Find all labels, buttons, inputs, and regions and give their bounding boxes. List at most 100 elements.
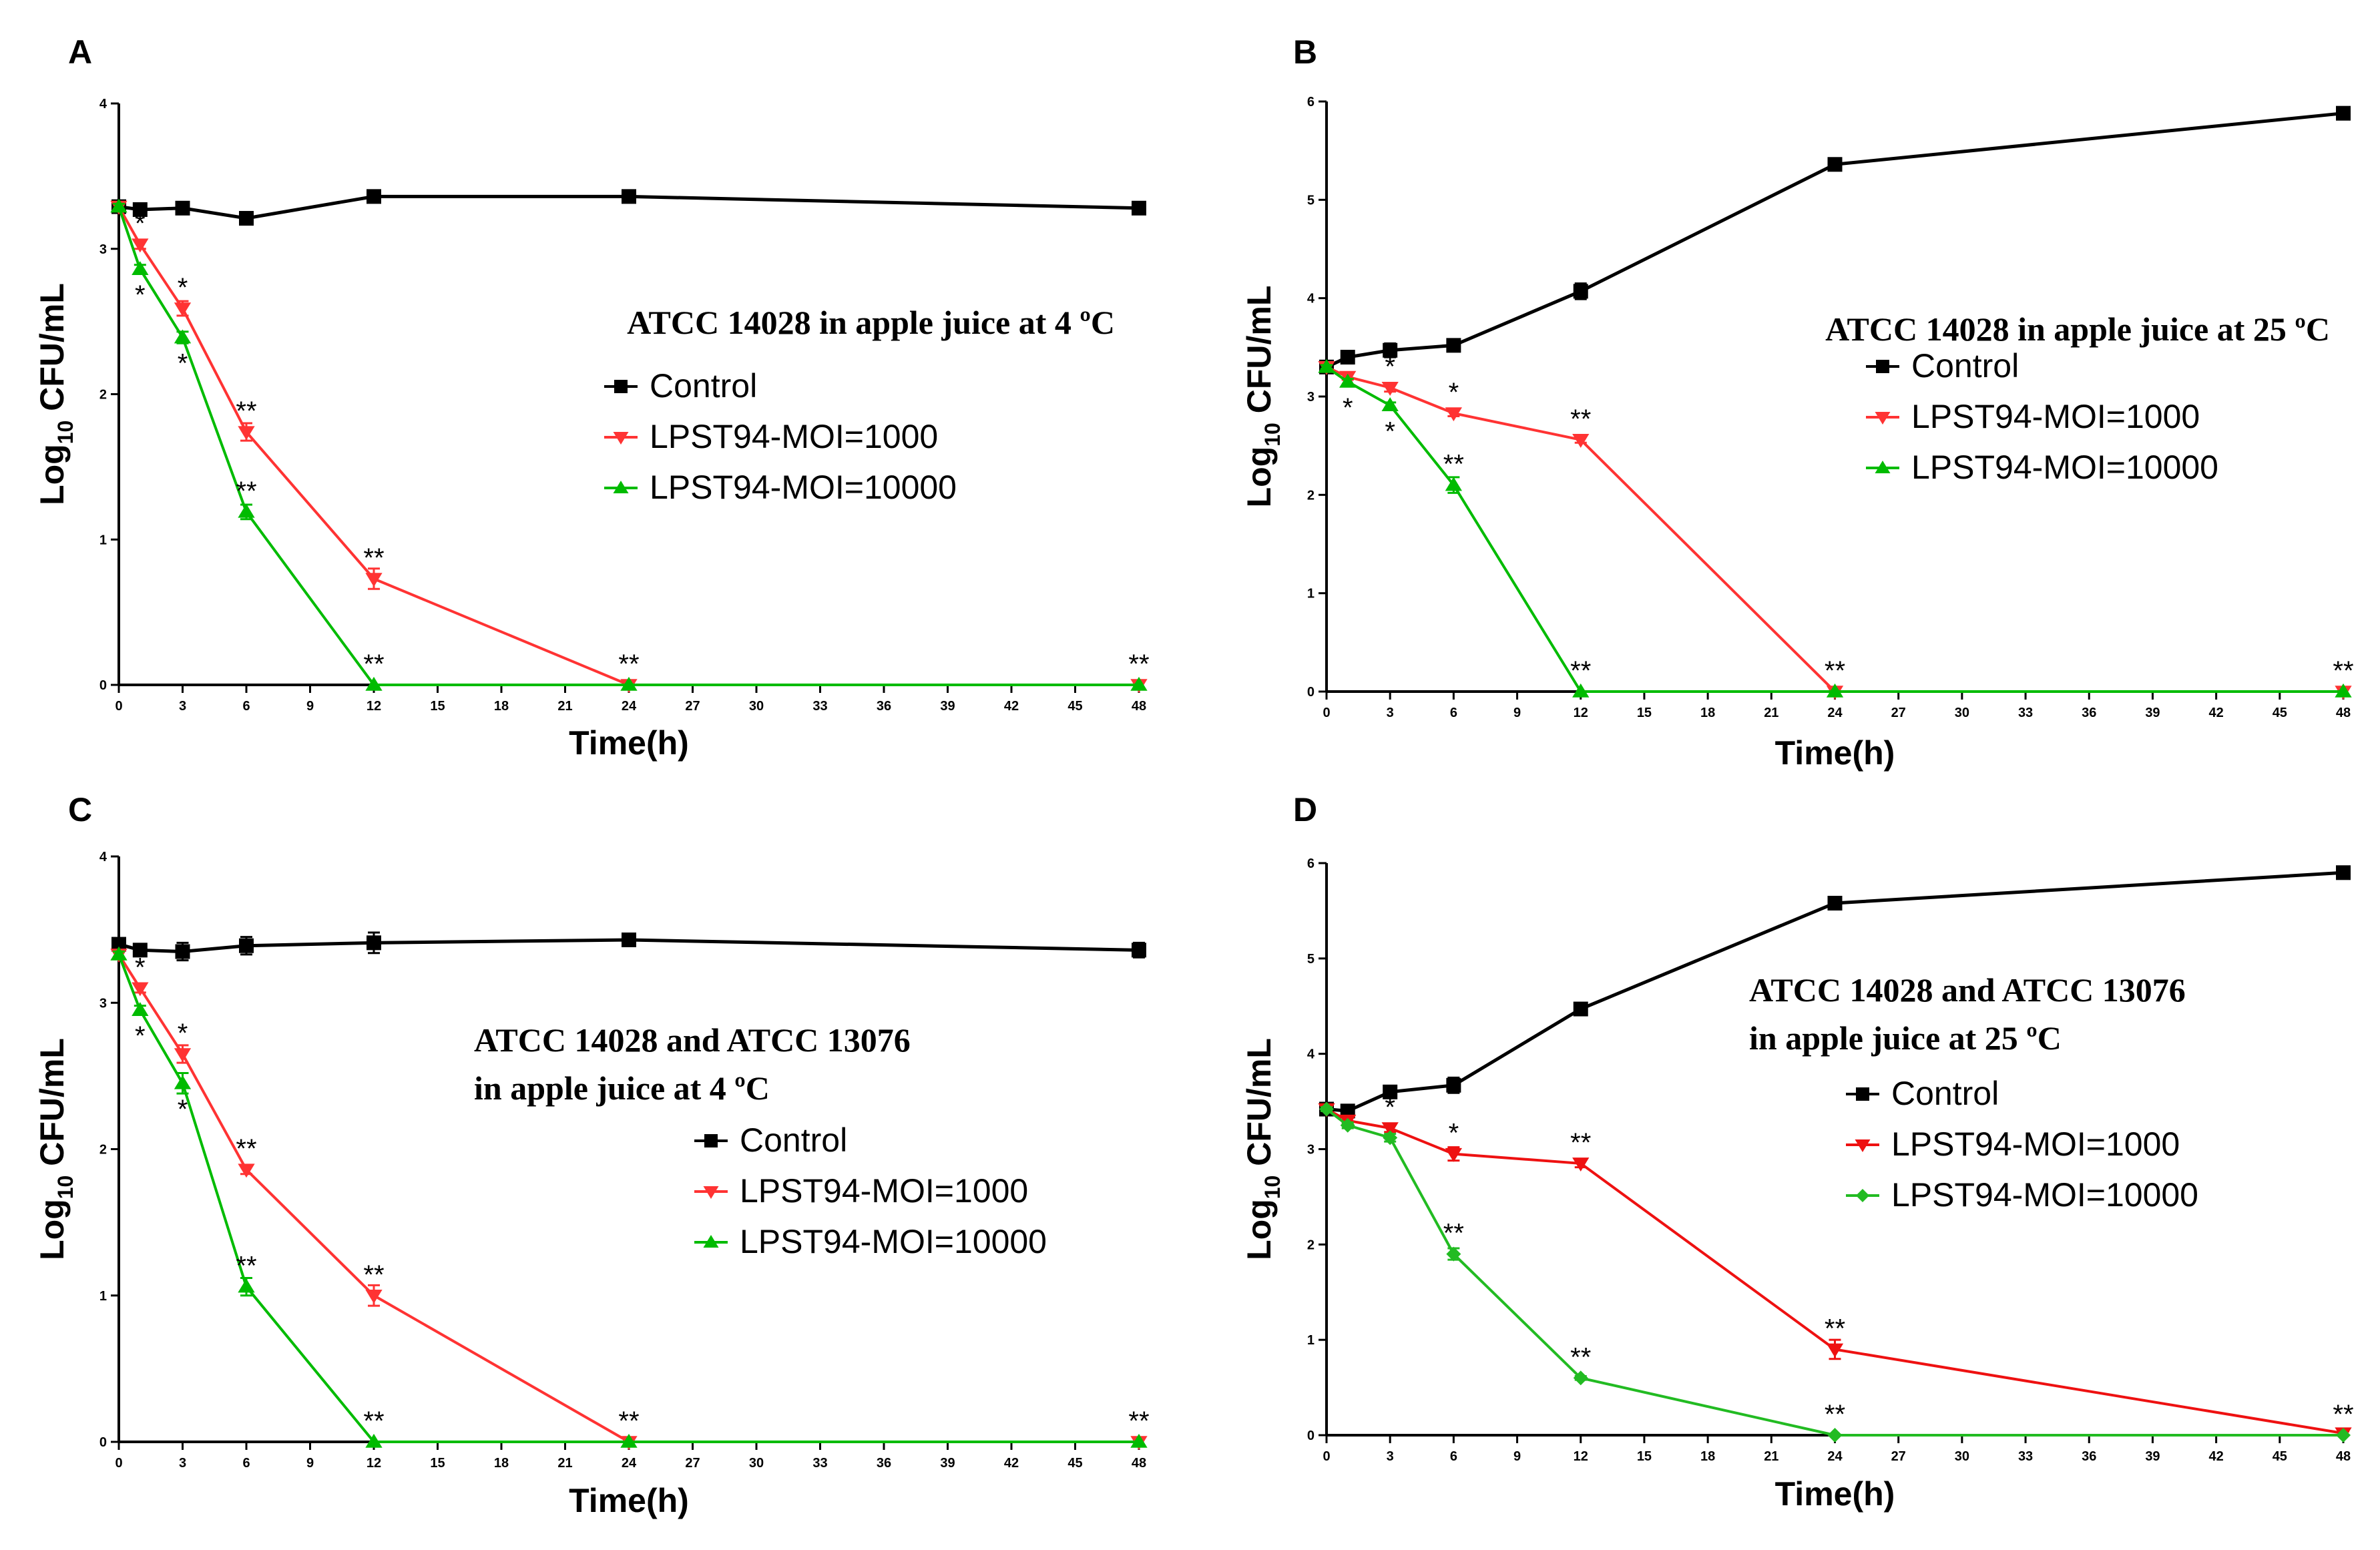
- x-tick-label: 12: [367, 699, 381, 714]
- data-point: [132, 238, 149, 253]
- x-tick-label: 3: [1387, 706, 1394, 720]
- data-point: [132, 261, 149, 276]
- legend-label: LPST94-MOI=10000: [740, 1223, 1047, 1260]
- series-moi-10000: [110, 946, 1148, 1448]
- y-axis-label-main: Log: [1240, 1199, 1278, 1260]
- x-tick-label: 42: [2209, 1449, 2224, 1464]
- data-point: [1827, 1428, 1843, 1443]
- data-point: [1318, 358, 1335, 373]
- significance-label: **: [236, 1252, 256, 1281]
- y-axis-label-unit: CFU/mL: [1240, 1038, 1278, 1176]
- x-tick-label: 39: [940, 699, 955, 714]
- y-axis-label-unit: CFU/mL: [1240, 286, 1278, 423]
- legend-label: Control: [1891, 1075, 1999, 1112]
- significance-label: *: [135, 280, 146, 310]
- significance-label: *: [1385, 1093, 1395, 1122]
- legend-label: Control: [740, 1121, 847, 1159]
- series-line: [1326, 1107, 2344, 1435]
- y-axis-label-main: Log: [1240, 447, 1278, 508]
- x-tick-label: 27: [685, 1456, 700, 1471]
- x-tick-label: 9: [1513, 706, 1521, 720]
- x-tick-label: 18: [1700, 706, 1715, 720]
- panel-letter: A: [68, 33, 92, 71]
- data-point: [1572, 1157, 1590, 1172]
- significance-label: **: [618, 1406, 639, 1436]
- data-point: [1319, 1101, 1334, 1117]
- x-tick-label: 6: [1450, 1449, 1457, 1464]
- legend-label: Control: [650, 367, 757, 405]
- x-tick-label: 45: [1067, 1456, 1082, 1471]
- legend-swatch-marker: [1856, 1189, 1869, 1202]
- legend-swatch-marker: [1875, 412, 1891, 425]
- y-tick-label: 2: [1307, 1238, 1315, 1252]
- y-tick-label: 2: [99, 388, 107, 403]
- legend-swatch-marker: [614, 380, 628, 393]
- y-tick-label: 1: [99, 533, 107, 547]
- legend-swatch-marker: [613, 481, 629, 493]
- data-point: [1572, 434, 1590, 448]
- significance-label: **: [363, 650, 384, 679]
- legend: Control LPST94-MOI=1000 LPST94-MOI=10000: [1866, 347, 2218, 486]
- data-point: [238, 1164, 255, 1178]
- x-tick-label: 12: [1574, 1449, 1588, 1464]
- x-tick-label: 42: [1004, 699, 1019, 714]
- plot-annotation-title: ATCC 14028 in apple juice at 25 ºC: [1825, 310, 2330, 348]
- data-point: [174, 329, 192, 344]
- data-point: [1132, 200, 1146, 216]
- x-tick-label: 33: [2018, 706, 2033, 720]
- x-tick-label: 21: [557, 1456, 572, 1471]
- data-point: [1446, 1077, 1461, 1093]
- y-tick-label: 5: [1307, 193, 1315, 208]
- x-tick-label: 6: [242, 699, 250, 714]
- data-point: [238, 503, 255, 518]
- legend: Control LPST94-MOI=1000 LPST94-MOI=10000: [694, 1121, 1047, 1260]
- data-point: [1573, 284, 1588, 299]
- legend-swatch-marker: [1855, 1139, 1871, 1152]
- x-axis-label: Time(h): [569, 724, 689, 762]
- significance-label: **: [363, 1406, 384, 1436]
- data-point: [2335, 683, 2352, 698]
- data-point: [1572, 683, 1590, 698]
- y-tick-label: 1: [1307, 1333, 1315, 1348]
- data-point: [365, 1289, 383, 1304]
- x-tick-label: 42: [2209, 706, 2224, 720]
- x-tick-label: 48: [2336, 706, 2351, 720]
- x-tick-label: 15: [1637, 706, 1652, 720]
- y-tick-label: 5: [1307, 952, 1315, 967]
- data-point: [1446, 338, 1461, 353]
- data-point: [132, 1002, 149, 1017]
- significance-label: *: [1385, 417, 1395, 446]
- y-tick-label: 4: [99, 850, 107, 864]
- significance-label: *: [178, 349, 188, 378]
- legend-label: LPST94-MOI=1000: [1911, 398, 2200, 435]
- series-line: [1325, 1107, 2343, 1437]
- legend-label: LPST94-MOI=10000: [1911, 449, 2218, 486]
- x-tick-label: 30: [749, 699, 764, 714]
- x-axis-label: Time(h): [569, 1482, 689, 1519]
- data-point: [132, 982, 149, 997]
- x-axis-label: Time(h): [1775, 1475, 1895, 1513]
- x-tick-label: 24: [622, 699, 637, 714]
- legend-swatch-marker: [704, 1134, 718, 1147]
- x-tick-label: 45: [2273, 706, 2287, 720]
- significance-label: **: [236, 1134, 256, 1164]
- series-control: [111, 189, 1146, 226]
- data-point: [239, 211, 254, 226]
- significance-label: **: [1443, 450, 1464, 479]
- data-point: [1339, 373, 1357, 388]
- y-axis-label-subscript: 10: [1260, 1176, 1284, 1200]
- data-point: [1340, 1117, 1355, 1133]
- x-tick-label: 33: [2018, 1449, 2033, 1464]
- data-point: [238, 426, 255, 441]
- significance-label: **: [236, 397, 256, 426]
- x-tick-label: 27: [1891, 1449, 1906, 1464]
- significance-label: **: [2333, 656, 2353, 686]
- significance-label: *: [135, 953, 146, 982]
- x-tick-label: 6: [1450, 706, 1457, 720]
- data-point: [622, 932, 636, 947]
- y-axis-label-subscript: 10: [53, 1176, 77, 1200]
- data-point: [1381, 381, 1399, 396]
- data-point: [2336, 1428, 2351, 1443]
